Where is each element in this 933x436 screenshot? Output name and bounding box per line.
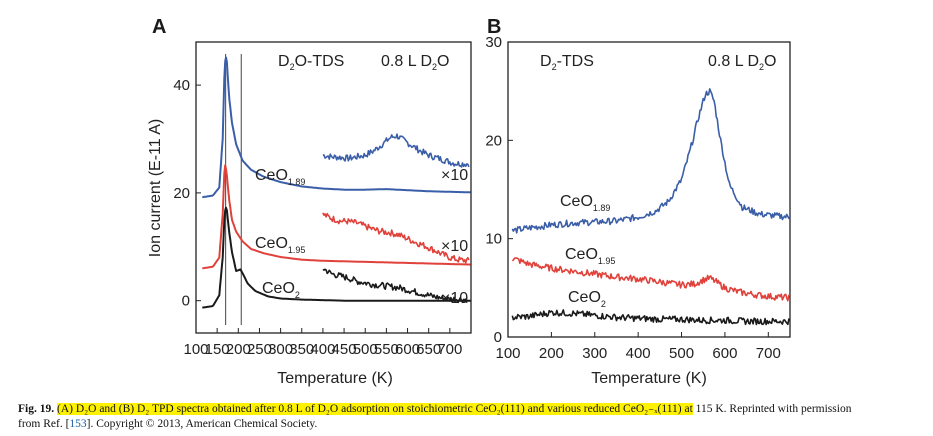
x10-label-blue: ×10 <box>441 167 468 184</box>
x-tick-label: 550 <box>374 341 399 358</box>
x-tick-label: 250 <box>247 341 272 358</box>
series-line-0 <box>202 56 471 199</box>
panel-a-label: A <box>152 16 166 38</box>
x-tick-label: 200 <box>539 345 564 362</box>
label-ceo189-a: CeO1.89 <box>255 167 305 187</box>
y-tick-label: 0 <box>182 293 190 310</box>
x-tick-label: 300 <box>268 341 293 358</box>
panel-a-ylabel: Ion current (E-11 A) <box>147 119 164 257</box>
y-tick-label: 20 <box>173 185 190 202</box>
series-line-1 <box>322 133 470 168</box>
series-line-3 <box>322 212 470 264</box>
caption-copyright: ]. Copyright © 2013, American Chemical S… <box>86 418 318 430</box>
y-tick-label: 20 <box>485 132 502 149</box>
series-line-2 <box>202 164 471 270</box>
y-tick-label: 40 <box>173 77 190 94</box>
x-tick-label: 700 <box>437 341 462 358</box>
caption-ref-link[interactable]: 153 <box>69 418 87 430</box>
x-tick-label: 400 <box>310 341 335 358</box>
x-tick-label: 300 <box>582 345 607 362</box>
label-ceo2-a: CeO2 <box>262 280 300 300</box>
label-ceo189-b: CeO1.89 <box>560 193 610 213</box>
series-line-0 <box>511 88 791 234</box>
panel-a: A D2O-TDS 0.8 L D2O 10015020025030035040… <box>147 16 472 387</box>
series-line-5 <box>322 268 468 304</box>
caption-highlighted-text: (A) D₂O and (B) D₂ TPD spectra obtained … <box>56 403 693 415</box>
series-line-2 <box>511 309 791 326</box>
panel-b-frame <box>507 41 791 338</box>
x-tick-label: 600 <box>395 341 420 358</box>
y-tick-label: 30 <box>485 34 502 51</box>
series-line-1 <box>511 257 791 302</box>
x-tick-label: 500 <box>669 345 694 362</box>
series-line-4 <box>202 206 471 309</box>
panel-b-title-right: 0.8 L D2O <box>708 53 776 72</box>
x-tick-label: 500 <box>353 341 378 358</box>
x-tick-label: 200 <box>226 341 251 358</box>
tpd-figure: A D2O-TDS 0.8 L D2O 10015020025030035040… <box>147 16 791 387</box>
y-tick-label: 0 <box>494 329 502 346</box>
x10-label-red: ×10 <box>441 238 468 255</box>
figure-caption: Fig. 19. (A) D₂O and (B) D₂ TPD spectra … <box>18 402 923 432</box>
x-tick-label: 100 <box>183 341 208 358</box>
x10-label-black: ×10 <box>441 290 468 307</box>
x-tick-label: 100 <box>495 345 520 362</box>
x-tick-label: 450 <box>332 341 357 358</box>
y-tick-label: 10 <box>485 231 502 248</box>
panel-a-frame <box>195 41 472 334</box>
x-tick-label: 150 <box>205 341 230 358</box>
x-tick-label: 700 <box>756 345 781 362</box>
x-tick-label: 350 <box>289 341 314 358</box>
x-tick-label: 650 <box>416 341 441 358</box>
panel-a-title-right: 0.8 L D2O <box>381 53 449 72</box>
label-ceo2-b: CeO2 <box>568 289 606 309</box>
panel-b-label: B <box>487 16 501 38</box>
caption-text-rest: 115 K. Reprinted with permission <box>695 403 852 415</box>
x-tick-label: 600 <box>712 345 737 362</box>
caption-from-ref: from Ref. [ <box>18 418 70 430</box>
label-ceo195-b: CeO1.95 <box>565 246 615 266</box>
panel-a-title-left: D2O-TDS <box>278 53 344 72</box>
caption-fig-label: Fig. 19. <box>18 403 55 415</box>
panel-b-xlabel: Temperature (K) <box>591 370 707 387</box>
x-tick-label: 400 <box>626 345 651 362</box>
panel-a-xlabel: Temperature (K) <box>277 370 393 387</box>
panel-b-title-left: D2-TDS <box>540 53 594 72</box>
panel-b: B D2-TDS 0.8 L D2O 100 200 300 400 500 600 700… <box>485 16 791 387</box>
